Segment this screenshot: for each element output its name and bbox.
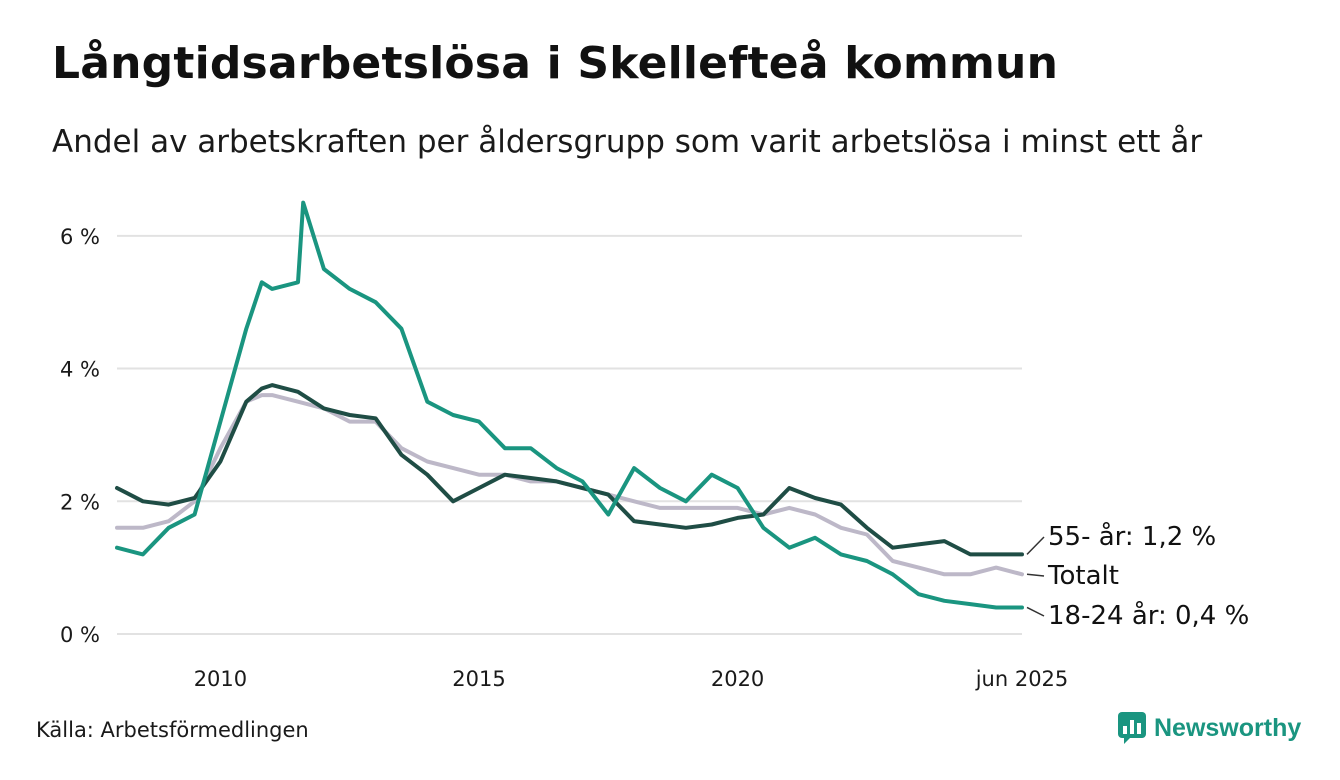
series-label: Totalt xyxy=(1047,561,1119,591)
label-leader xyxy=(1026,573,1045,577)
y-tick-label: 4 % xyxy=(60,358,100,382)
bar-chart-icon xyxy=(1118,712,1146,744)
y-tick-label: 2 % xyxy=(60,490,100,514)
series-label: 55- år: 1,2 % xyxy=(1048,521,1216,552)
chart-title: Långtidsarbetslösa i Skellefteå kommun xyxy=(52,38,1059,89)
source-note: Källa: Arbetsförmedlingen xyxy=(36,718,309,742)
chart-subtitle: Andel av arbetskraften per åldersgrupp s… xyxy=(52,124,1203,160)
series-line xyxy=(115,383,1024,557)
y-tick-label: 6 % xyxy=(60,225,100,249)
label-leader xyxy=(1026,606,1045,617)
label-leader xyxy=(1026,536,1045,555)
x-tick-label: 2015 xyxy=(452,667,505,691)
series-line xyxy=(115,200,1024,610)
brand-logo: Newsworthy xyxy=(1118,712,1301,744)
x-tick-label: 2020 xyxy=(711,667,764,691)
y-tick-label: 0 % xyxy=(60,623,100,647)
series-label: 18-24 år: 0,4 % xyxy=(1048,600,1249,631)
brand-name: Newsworthy xyxy=(1154,713,1302,742)
x-tick-label: jun 2025 xyxy=(975,667,1069,691)
x-tick-label: 2010 xyxy=(194,667,247,691)
